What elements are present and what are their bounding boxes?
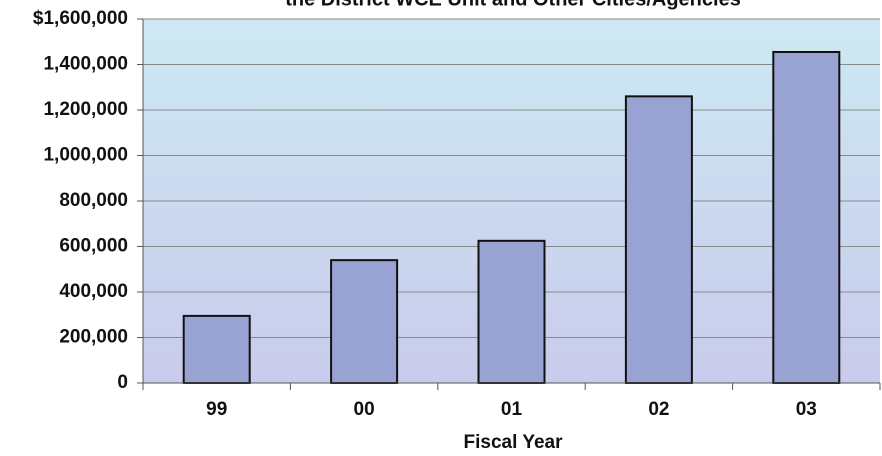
x-tick-label: 99: [206, 399, 227, 420]
y-tick-label: $1,600,000: [33, 8, 128, 29]
x-tick-label: 01: [501, 399, 523, 420]
y-tick-label: 200,000: [59, 327, 128, 348]
y-tick-label: 1,000,000: [43, 145, 128, 166]
y-tick-label: 400,000: [59, 281, 128, 302]
y-tick-label: 1,400,000: [43, 54, 128, 75]
x-tick-label: 03: [796, 399, 817, 420]
y-tick-label: 600,000: [59, 236, 128, 257]
y-tick-label: 800,000: [59, 190, 128, 211]
bar: [477, 239, 546, 384]
x-tick-label: 00: [354, 399, 375, 420]
bar: [182, 314, 251, 385]
x-tick-label: 02: [648, 399, 669, 420]
y-tick-label: 1,200,000: [43, 99, 128, 120]
chart-title: the District WCE Unit and Other Cities/A…: [285, 0, 741, 10]
y-tick-label: 0: [117, 372, 128, 393]
bar: [330, 259, 399, 384]
bar: [624, 95, 693, 384]
x-axis-label: Fiscal Year: [464, 432, 564, 453]
bar: [772, 50, 841, 385]
